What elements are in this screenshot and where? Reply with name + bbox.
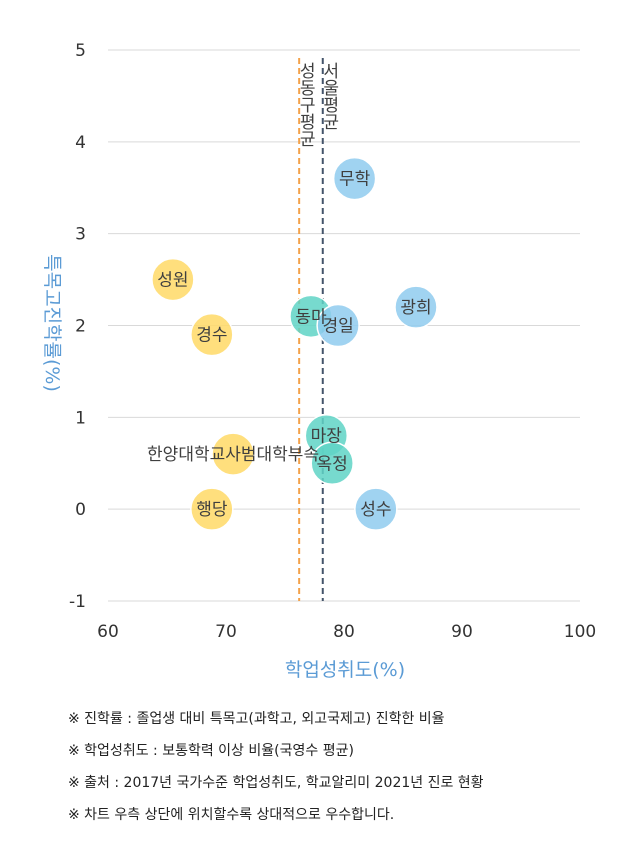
bubbles [151,156,438,531]
x-tick-label: 80 [333,622,355,642]
bubble-label: 동마 [295,307,327,327]
footnote-rate: ※ 진학률 : 졸업생 대비 특목고(과학고, 외고국제고) 진학한 비율 [68,711,445,727]
y-tick-label: 2 [75,317,86,337]
bubble [394,285,438,329]
bubble-label: 옥정 [317,454,348,474]
bubble [316,303,360,348]
bubble-label: 성원 [157,271,188,291]
y-tick-label: 0 [75,500,86,520]
y-tick-label: 3 [75,225,86,245]
bubble [310,441,354,485]
grid-lines [108,49,580,602]
bubble-label: 경수 [196,326,227,346]
footnote-source: ※ 출처 : 2017년 국가수준 학업성취도, 학교알리미 2021년 진로 … [68,775,484,791]
reference-line-label: 성동구평균 [295,62,315,147]
y-tick-label: 5 [75,41,86,61]
x-tick-label: 100 [564,622,596,642]
bubble-label: 무학 [339,170,371,190]
x-tick-label: 60 [97,622,119,642]
bubble-label: 행당 [196,500,228,520]
y-tick-label: 4 [75,133,86,153]
y-tick-label: -1 [69,592,86,612]
x-axis-ticks: 60 70 80 90 100 [97,622,596,642]
bubble [354,487,398,531]
y-tick-label: 1 [75,408,86,428]
footnotes: ※ 진학률 : 졸업생 대비 특목고(과학고, 외고국제고) 진학한 비율 ※ … [68,708,628,836]
bubble-label: 경일 [322,317,353,337]
bubble [332,156,377,201]
y-axis-ticks: -1 0 1 2 3 4 5 [69,41,86,612]
x-tick-label: 90 [451,622,473,642]
bubble-label: 성수 [360,500,391,520]
bubble [190,312,234,357]
footnote-achievement: ※ 학업성취도 : 보통학력 이상 비율(국영수 평균) [68,743,354,759]
reference-line-label: 서울평균 [319,62,339,130]
footnote-reading-guide: ※ 차트 우측 상단에 위치할수록 상대적으로 우수합니다. [68,807,395,823]
bubble-label: 한양대학교사범대학부속 [147,445,319,465]
x-axis-label: 학업성취도(%) [285,659,405,681]
bubble-label: 광희 [400,298,431,318]
bubble [211,432,255,476]
bubble [151,257,195,302]
x-tick-label: 70 [215,622,237,642]
y-axis-label: 특목고진학률(%) [41,254,63,392]
bubble-label: 마장 [311,427,343,447]
bubble [190,487,234,531]
